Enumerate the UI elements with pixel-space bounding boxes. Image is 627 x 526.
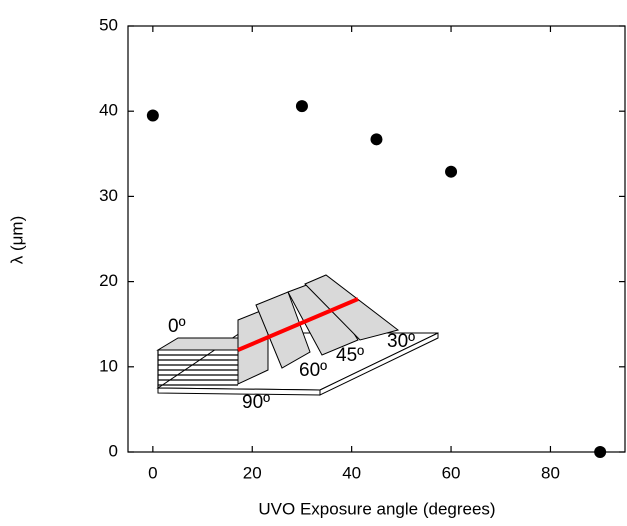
y-tick-label: 20 xyxy=(99,271,118,290)
inset-plate-90 xyxy=(237,307,269,385)
x-axis-label: UVO Exposure angle (degrees) xyxy=(258,499,495,518)
y-tick-label: 0 xyxy=(109,441,118,460)
point xyxy=(146,109,159,122)
inset-angle-label: 60º xyxy=(299,360,327,381)
y-tick-label: 10 xyxy=(99,356,118,375)
point xyxy=(370,133,383,146)
inset-base-front xyxy=(157,387,321,396)
inset-red-line xyxy=(237,297,359,352)
inset-angle-label: 45º xyxy=(336,345,364,366)
inset-angle-label: 30º xyxy=(387,331,415,352)
x-tick-label: 80 xyxy=(541,463,560,482)
inset-angle-label: 0º xyxy=(168,316,186,337)
y-tick-label: 40 xyxy=(99,101,118,120)
point xyxy=(295,100,308,113)
inset-stack xyxy=(156,337,239,388)
inset-angle-label: 90º xyxy=(242,392,270,413)
inset-plate-30 xyxy=(304,274,400,341)
x-tick-label: 40 xyxy=(342,463,361,482)
inset-diagram xyxy=(156,274,439,396)
y-axis-label: λ (μm) xyxy=(7,216,26,265)
point xyxy=(445,165,458,178)
plot-frame xyxy=(127,25,626,453)
y-tick-label: 30 xyxy=(99,186,118,205)
x-tick-label: 0 xyxy=(148,463,157,482)
x-tick-label: 20 xyxy=(243,463,262,482)
y-tick-label: 50 xyxy=(99,15,118,34)
x-tick-label: 60 xyxy=(442,463,461,482)
point xyxy=(594,446,607,458)
